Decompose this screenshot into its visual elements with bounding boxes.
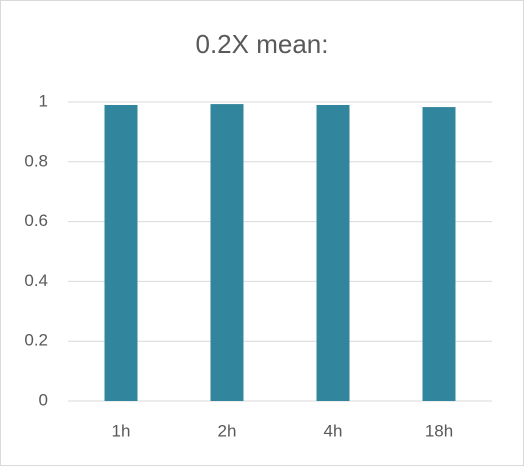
- y-tick-label: 0.4: [24, 271, 48, 290]
- x-tick-label: 2h: [218, 421, 237, 440]
- x-tick-label: 4h: [324, 421, 343, 440]
- x-tick-label: 1h: [112, 421, 131, 440]
- bar: [210, 104, 244, 401]
- y-tick-label: 0.8: [24, 151, 48, 170]
- y-tick-label: 0: [39, 390, 48, 409]
- bar: [316, 104, 350, 402]
- y-tick-label: 0.2: [24, 331, 48, 350]
- x-tick-label: 18h: [425, 421, 453, 440]
- y-tick-label: 0.6: [24, 211, 48, 230]
- bar: [422, 107, 456, 401]
- chart-title: 0.2X mean:: [196, 29, 329, 59]
- y-tick-label: 1: [39, 91, 48, 110]
- bar: [104, 104, 138, 402]
